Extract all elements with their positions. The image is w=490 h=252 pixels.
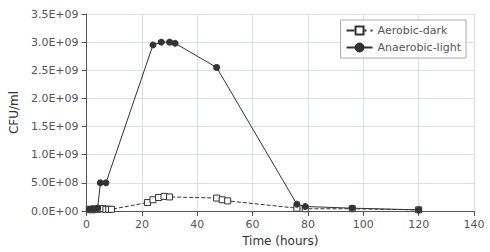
svg-text:40: 40	[190, 218, 204, 231]
svg-text:Aerobic-dark: Aerobic-dark	[378, 24, 448, 37]
svg-text:2.5E+09: 2.5E+09	[31, 64, 79, 77]
svg-text:Time (hours): Time (hours)	[241, 234, 318, 248]
svg-text:2.0E+09: 2.0E+09	[31, 92, 79, 105]
svg-text:3.5E+09: 3.5E+09	[31, 8, 79, 21]
svg-text:140: 140	[464, 218, 485, 231]
svg-text:100: 100	[353, 218, 374, 231]
svg-text:Anaerobic-light: Anaerobic-light	[378, 41, 462, 54]
svg-text:20: 20	[135, 218, 149, 231]
svg-text:1.5E+09: 1.5E+09	[31, 120, 79, 133]
svg-text:CFU/ml: CFU/ml	[7, 91, 21, 134]
svg-text:5.0E+08: 5.0E+08	[31, 176, 79, 189]
svg-text:0.0E+00: 0.0E+00	[31, 205, 79, 218]
svg-text:1.0E+09: 1.0E+09	[31, 148, 79, 161]
svg-text:80: 80	[301, 218, 315, 231]
svg-text:3.0E+09: 3.0E+09	[31, 36, 79, 49]
svg-text:60: 60	[246, 218, 260, 231]
svg-text:120: 120	[408, 218, 429, 231]
svg-text:0: 0	[83, 218, 90, 231]
